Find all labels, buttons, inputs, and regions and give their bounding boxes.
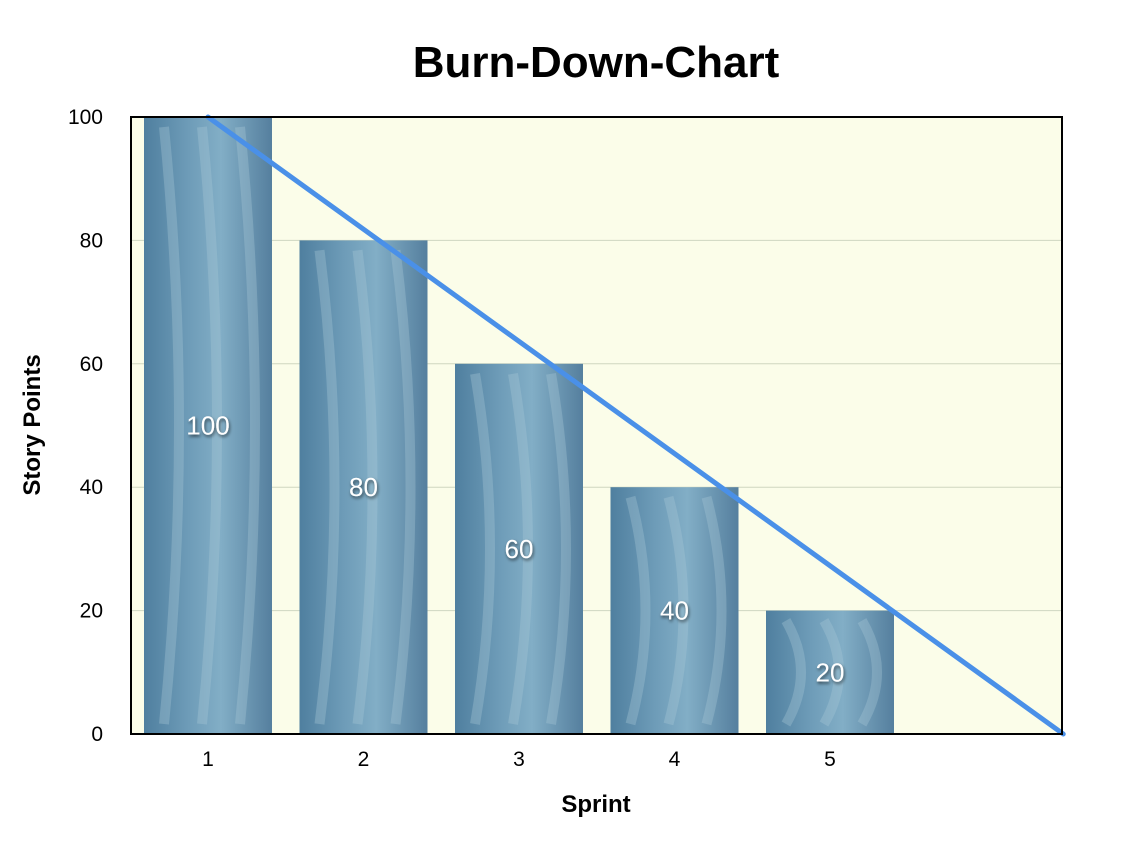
- y-tick-label: 60: [80, 353, 103, 376]
- bar-texture-stroke: [352, 249, 378, 725]
- chart-title: Burn-Down-Chart: [413, 38, 780, 87]
- bar: [766, 610, 894, 734]
- bar-texture-stroke: [857, 618, 882, 727]
- trend-line: [205, 114, 1066, 737]
- bar-value-label: 20: [816, 657, 845, 687]
- bar-texture-stroke: [625, 495, 651, 726]
- bar-texture-stroke: [819, 618, 844, 727]
- plot-frame: [130, 116, 1063, 735]
- bar-texture-stroke: [508, 372, 533, 725]
- x-axis-title: Sprint: [561, 791, 630, 818]
- bar: [455, 363, 583, 734]
- gridlines: [131, 239, 1062, 612]
- bar-texture-stroke: [197, 126, 222, 725]
- x-axis-ticks: 1 2 3 4 5: [202, 748, 836, 771]
- bar-texture-stroke: [159, 126, 184, 725]
- y-tick-label: 40: [80, 476, 103, 499]
- bar: [299, 240, 428, 734]
- y-tick-label: 0: [91, 723, 103, 746]
- bar-texture-stroke: [235, 126, 260, 725]
- x-tick-label: 5: [824, 748, 836, 771]
- bar-texture-stroke: [701, 495, 727, 726]
- bar: [144, 117, 272, 734]
- bar-value-label: 100: [186, 411, 229, 441]
- bar-texture-stroke: [470, 372, 495, 725]
- bar-value-label: 40: [660, 596, 689, 626]
- bar-value-label: 80: [349, 472, 378, 502]
- bar: [610, 487, 739, 734]
- x-tick-label: 2: [358, 748, 370, 771]
- bar-texture-stroke: [663, 495, 689, 726]
- bar-texture-stroke: [546, 372, 571, 725]
- x-tick-label: 1: [202, 748, 214, 771]
- y-axis-title: Story Points: [19, 354, 46, 495]
- bar-texture-stroke: [781, 618, 806, 727]
- bar-texture-stroke: [390, 249, 416, 725]
- y-tick-label: 20: [80, 600, 103, 623]
- x-tick-label: 3: [513, 748, 525, 771]
- y-tick-label: 100: [68, 106, 103, 129]
- x-tick-label: 4: [669, 748, 681, 771]
- y-tick-label: 80: [80, 229, 103, 252]
- ideal-burn-line: [205, 114, 1066, 737]
- y-axis-ticks: 0 20 40 60 80 100: [68, 106, 103, 746]
- bar-texture-stroke: [314, 249, 340, 725]
- bars: [144, 117, 894, 734]
- bar-value-label: 60: [505, 534, 534, 564]
- plot-area: [131, 117, 1062, 734]
- bar-data-labels: 100 80 60 40 20: [186, 411, 844, 688]
